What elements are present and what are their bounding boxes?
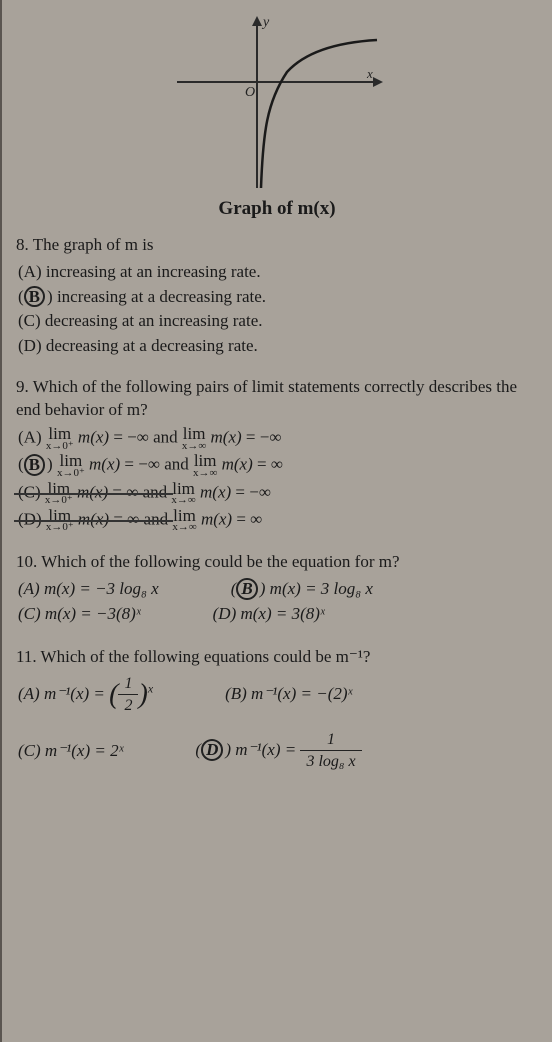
q8-choice-c: (C) decreasing at an increasing rate.	[16, 310, 538, 333]
q8-choice-a: (A) increasing at an increasing rate.	[16, 261, 538, 284]
q10-choice-a: (A) m(x) = −3 log₈ x	[16, 578, 159, 601]
q8-b-text: increasing at a decreasing rate.	[53, 287, 266, 306]
q8-b-circled: B	[24, 286, 45, 308]
q11-choice-d: (D) m⁻¹(x) = 13 log₈ x	[193, 729, 361, 773]
q11-choice-c: (C) m⁻¹(x) = 2ˣ	[16, 740, 123, 763]
question-10: 10. Which of the following could be the …	[16, 551, 538, 628]
q11-d-circled: D	[201, 739, 223, 761]
graph-caption: Graph of m(x)	[218, 196, 335, 222]
q11-choice-b: (B) m⁻¹(x) = −(2)ˣ	[223, 683, 352, 706]
graph-region: y x O Graph of m(x)	[16, 12, 538, 222]
question-11: 11. Which of the following equations cou…	[16, 646, 538, 775]
q9-stem: 9. Which of the following pairs of limit…	[16, 376, 538, 422]
q9-choice-a: (A) limx→0⁺ m(x) = −∞ and limx→∞ m(x) = …	[16, 426, 538, 451]
q9-b-circled: B	[24, 454, 45, 476]
q8-choice-d: (D) decreasing at a decreasing rate.	[16, 335, 538, 358]
q10-choice-b: (B) m(x) = 3 log₈ x	[229, 578, 373, 601]
question-8: 8. The graph of m is (A) increasing at a…	[16, 234, 538, 359]
question-9: 9. Which of the following pairs of limit…	[16, 376, 538, 533]
q9-choice-b: (B) limx→0⁺ m(x) = −∞ and limx→∞ m(x) = …	[16, 453, 538, 478]
q10-stem: 10. Which of the following could be the …	[16, 551, 538, 574]
q11-stem: 11. Which of the following equations cou…	[16, 646, 538, 669]
q8-stem: 8. The graph of m is	[16, 234, 538, 257]
q11-choice-a: (A) m⁻¹(x) = (12)x	[16, 673, 153, 717]
q8-choice-b: (B) increasing at a decreasing rate.	[16, 286, 538, 309]
graph-of-m: y x O	[167, 12, 387, 192]
worksheet-page: y x O Graph of m(x) 8. The graph of m is…	[0, 0, 552, 1042]
q9-choice-d: (D) limx→0⁺ m(x) = ∞ and limx→∞ m(x) = ∞	[16, 508, 538, 533]
svg-text:y: y	[261, 15, 270, 30]
q10-choice-d: (D) m(x) = 3(8)ˣ	[211, 603, 325, 626]
svg-text:x: x	[366, 66, 373, 81]
q10-b-circled: B	[236, 578, 257, 600]
svg-text:O: O	[245, 85, 255, 100]
q10-choice-c: (C) m(x) = −3(8)ˣ	[16, 603, 141, 626]
q9-choice-c: (C) limx→0⁺ m(x) = ∞ and limx→∞ m(x) = −…	[16, 481, 538, 506]
